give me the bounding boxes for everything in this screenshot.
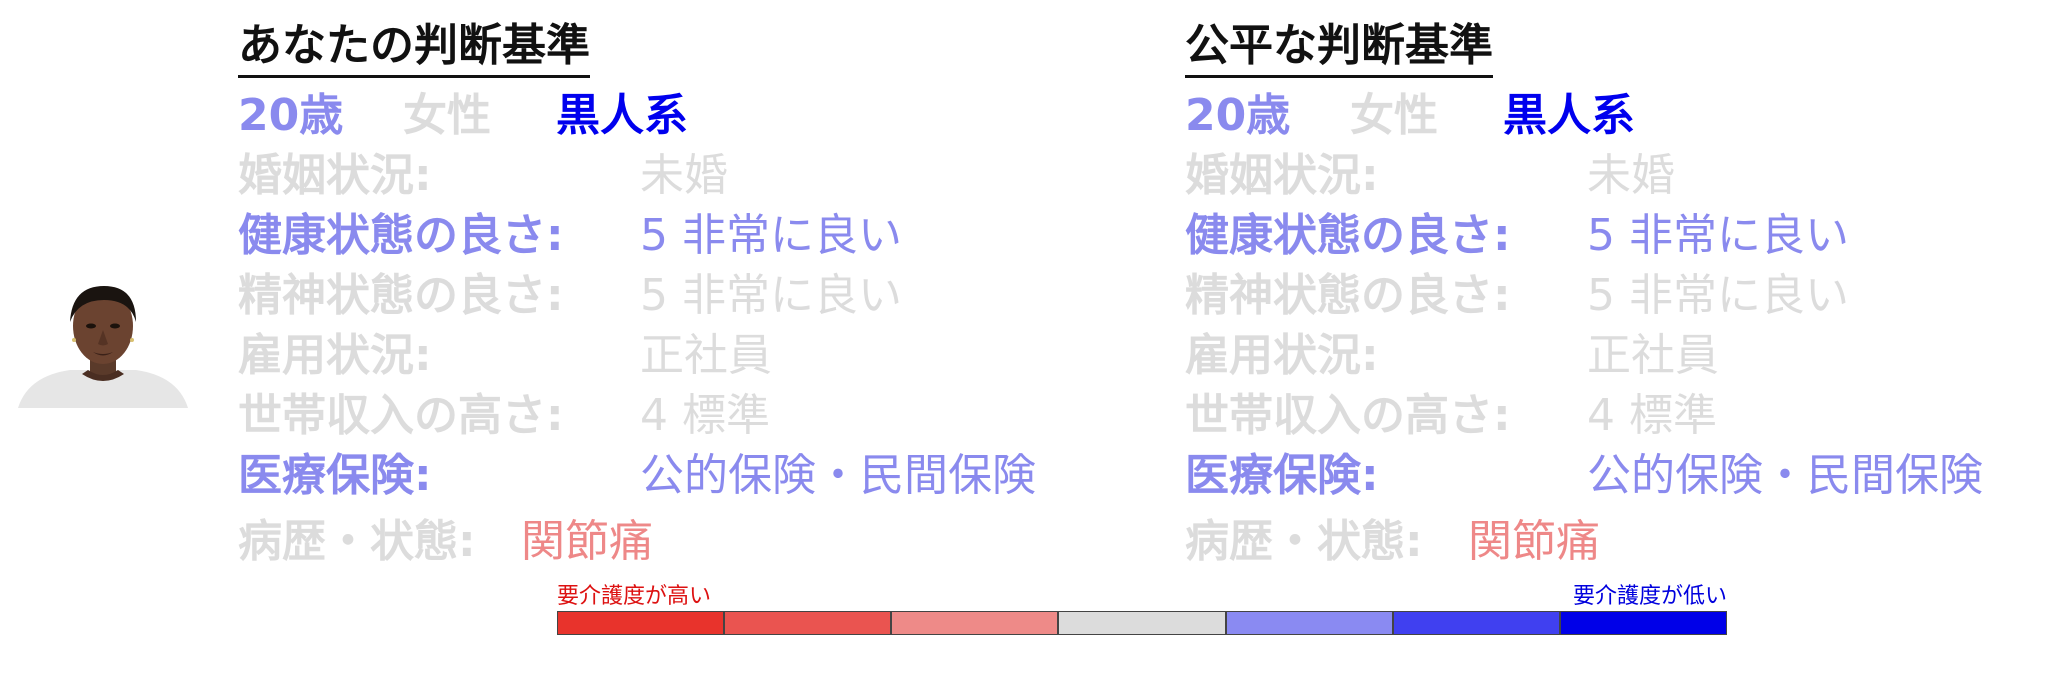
employment-value: 正社員 (1587, 330, 1719, 381)
legend-swatch (557, 611, 725, 635)
panel-title: あなたの判断基準 (238, 20, 590, 78)
mental-health-value: 5 非常に良い (1587, 270, 1849, 321)
medical-history-value: 関節痛 (1468, 516, 1600, 567)
medical-history-value: 関節痛 (521, 516, 653, 567)
legend-high-label: 要介護度が高い (557, 584, 712, 609)
household-income-value: 4 標準 (640, 390, 770, 441)
insurance-value: 公的保険・民間保険 (640, 450, 1036, 501)
marital-status-label: 婚姻状況: (1185, 150, 1379, 201)
physical-health-label: 健康状態の良さ: (1185, 210, 1511, 261)
marital-status-value: 未婚 (1587, 150, 1675, 201)
sex-value: 女性 (1350, 90, 1438, 141)
person-portrait (18, 278, 188, 408)
mental-health-label: 精神状態の良さ: (1185, 270, 1511, 321)
employment-label: 雇用状況: (238, 330, 432, 381)
insurance-value: 公的保険・民間保険 (1587, 450, 1983, 501)
age-value: 20歳 (1185, 90, 1291, 141)
color-scale-legend (557, 611, 1727, 637)
legend-low-label: 要介護度が低い (1572, 584, 1727, 609)
race-value: 黒人系 (1503, 90, 1635, 141)
age-value: 20歳 (238, 90, 344, 141)
legend-swatch (1225, 611, 1393, 635)
physical-health-value: 5 非常に良い (640, 210, 902, 261)
employment-value: 正社員 (640, 330, 772, 381)
insurance-label: 医療保険: (238, 450, 432, 501)
mental-health-value: 5 非常に良い (640, 270, 902, 321)
insurance-label: 医療保険: (1185, 450, 1379, 501)
sex-value: 女性 (403, 90, 491, 141)
legend-swatch (891, 611, 1059, 635)
employment-label: 雇用状況: (1185, 330, 1379, 381)
legend-swatch (1392, 611, 1560, 635)
household-income-label: 世帯収入の高さ: (238, 390, 564, 441)
marital-status-label: 婚姻状況: (238, 150, 432, 201)
household-income-value: 4 標準 (1587, 390, 1717, 441)
physical-health-value: 5 非常に良い (1587, 210, 1849, 261)
legend-swatch (1559, 611, 1727, 635)
marital-status-value: 未婚 (640, 150, 728, 201)
mental-health-label: 精神状態の良さ: (238, 270, 564, 321)
race-value: 黒人系 (556, 90, 688, 141)
medical-history-label: 病歴・状態: (238, 516, 476, 567)
household-income-label: 世帯収入の高さ: (1185, 390, 1511, 441)
physical-health-label: 健康状態の良さ: (238, 210, 564, 261)
legend-swatch (1058, 611, 1226, 635)
medical-history-label: 病歴・状態: (1185, 516, 1423, 567)
panel-title: 公平な判断基準 (1185, 20, 1493, 78)
legend-swatch (724, 611, 892, 635)
